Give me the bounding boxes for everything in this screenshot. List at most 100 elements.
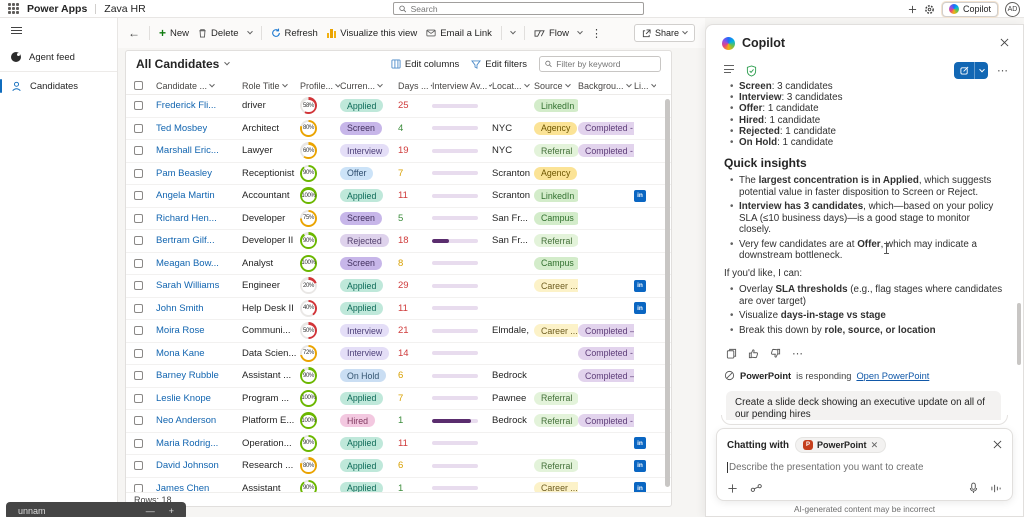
global-search-input[interactable] (410, 3, 638, 14)
voice-mode-icon[interactable] (990, 483, 1002, 494)
table-row[interactable]: Barney Rubble Assistant ... 90% On Hold … (126, 365, 671, 388)
table-row[interactable]: Ted Mosbey Architect 80% Screen 4 NYC Ag… (126, 118, 671, 140)
row-checkbox[interactable] (134, 258, 143, 268)
row-checkbox[interactable] (134, 191, 143, 201)
microphone-icon[interactable] (969, 482, 978, 494)
candidate-name-link[interactable]: Marshall Eric... (156, 145, 219, 157)
row-checkbox[interactable] (134, 146, 143, 156)
candidate-name-link[interactable]: James Chen (156, 482, 210, 492)
column-header[interactable]: Curren... (340, 81, 398, 91)
flow-button[interactable]: Flow (534, 28, 569, 39)
zoom-in-icon[interactable]: + (168, 506, 174, 516)
table-row[interactable]: Mona Kane Data Scien... 72% Interview 14… (126, 343, 671, 365)
email-link-button[interactable]: Email a Link (426, 28, 492, 39)
column-header[interactable]: Role Title (242, 81, 300, 91)
add-icon[interactable] (908, 5, 917, 14)
hamburger-menu-icon[interactable] (11, 27, 22, 34)
column-header[interactable]: Days ... (398, 81, 432, 91)
row-checkbox[interactable] (134, 281, 143, 291)
row-checkbox[interactable] (134, 483, 143, 492)
row-checkbox[interactable] (134, 326, 143, 336)
delete-dropdown-chevron[interactable] (246, 28, 253, 35)
column-header[interactable]: Backgrou... (578, 81, 634, 91)
candidate-name-link[interactable]: David Johnson (156, 460, 219, 472)
candidate-name-link[interactable]: Maria Rodrig... (156, 437, 219, 449)
shield-check-icon[interactable] (746, 64, 757, 77)
linkedin-icon[interactable]: in (634, 459, 646, 472)
column-header[interactable]: Profile... (300, 81, 340, 91)
row-checkbox[interactable] (134, 213, 143, 223)
chat-input[interactable] (729, 462, 1002, 473)
row-checkbox[interactable] (134, 236, 143, 246)
row-checkbox[interactable] (134, 371, 143, 381)
open-powerpoint-link[interactable]: Open PowerPoint (856, 370, 930, 381)
global-search-box[interactable] (393, 2, 644, 15)
table-row[interactable]: John Smith Help Desk II 40% Applied 11 i… (126, 298, 671, 320)
keyword-filter-box[interactable] (539, 56, 661, 72)
candidate-name-link[interactable]: Mona Kane (156, 347, 205, 359)
thumbs-up-icon[interactable] (748, 348, 759, 359)
column-header[interactable]: Interview Av... (432, 81, 492, 91)
table-row[interactable]: Meagan Bow... Analyst 100% Screen 8 Camp… (126, 253, 671, 275)
column-header[interactable]: Candidate ... (156, 81, 242, 91)
table-scrollbar[interactable] (665, 97, 670, 489)
flow-dropdown-chevron[interactable] (577, 28, 583, 35)
attach-plus-icon[interactable] (727, 483, 738, 494)
table-row[interactable]: Richard Hen... Developer 75% Screen 5 Sa… (126, 208, 671, 230)
candidate-name-link[interactable]: Ted Mosbey (156, 122, 208, 134)
prompts-icon[interactable] (750, 483, 763, 493)
table-row[interactable]: Maria Rodrig... Operation... 90% Applied… (126, 433, 671, 455)
row-checkbox[interactable] (134, 393, 143, 403)
candidate-name-link[interactable]: Richard Hen... (156, 212, 217, 224)
column-header[interactable]: Li... (634, 81, 656, 91)
chat-close-icon[interactable] (993, 436, 1002, 454)
email-dropdown-chevron[interactable] (510, 28, 516, 35)
new-chat-split-button[interactable] (954, 62, 988, 79)
row-checkbox[interactable] (134, 123, 143, 133)
delete-button[interactable]: Delete (198, 28, 239, 39)
candidate-name-link[interactable]: Barney Rubble (156, 370, 219, 382)
candidate-name-link[interactable]: Neo Anderson (156, 415, 217, 427)
copilot-scrollbar[interactable] (1017, 303, 1021, 365)
table-row[interactable]: David Johnson Research ... 80% Applied 6… (126, 455, 671, 478)
column-header[interactable]: Source (534, 81, 578, 91)
view-selector[interactable]: All Candidates (136, 57, 231, 71)
share-button[interactable]: Share (633, 24, 695, 42)
chat-history-icon[interactable] (724, 65, 734, 76)
linkedin-icon[interactable]: in (634, 279, 646, 292)
more-feedback-icon[interactable]: ⋯ (792, 348, 804, 361)
table-row[interactable]: Sarah Williams Engineer 20% Applied 29 C… (126, 275, 671, 298)
back-button[interactable]: ← (128, 26, 140, 40)
zoom-out-icon[interactable]: — (145, 506, 155, 516)
select-all-checkbox[interactable] (134, 81, 143, 90)
chip-close-icon[interactable]: ✕ (870, 439, 879, 450)
refresh-button[interactable]: Refresh (271, 28, 318, 39)
avatar[interactable]: AD (1005, 1, 1020, 17)
row-checkbox[interactable] (134, 101, 143, 111)
candidate-name-link[interactable]: Bertram Gilf... (156, 235, 215, 247)
candidate-name-link[interactable]: Pam Beasley (156, 167, 212, 179)
more-commands-button[interactable]: ⋮ (591, 27, 602, 40)
copilot-button[interactable]: Copilot (941, 1, 998, 17)
keyword-filter-input[interactable] (556, 59, 655, 69)
candidate-name-link[interactable]: Sarah Williams (156, 280, 220, 292)
table-row[interactable]: James Chen Assistant 90% Applied 1 Caree… (126, 478, 671, 492)
table-row[interactable]: Marshall Eric... Lawyer 60% Interview 19… (126, 140, 671, 163)
table-row[interactable]: Frederick Fli... driver 58% Applied 25 L… (126, 95, 671, 118)
candidate-name-link[interactable]: Moira Rose (156, 325, 205, 337)
visualize-view-button[interactable]: Visualize this view (326, 28, 417, 39)
copy-icon[interactable] (726, 348, 737, 359)
gear-icon[interactable] (924, 4, 935, 15)
table-row[interactable]: Angela Martin Accountant 100% Applied 11… (126, 185, 671, 208)
table-row[interactable]: Bertram Gilf... Developer II 90% Rejecte… (126, 230, 671, 253)
table-row[interactable]: Leslie Knope Program ... 100% Applied 7 … (126, 388, 671, 410)
row-checkbox[interactable] (134, 461, 143, 471)
app-name[interactable]: Zava HR (104, 2, 146, 15)
table-row[interactable]: Moira Rose Communi... 50% Interview 21 E… (126, 320, 671, 343)
app-launcher-icon[interactable] (8, 3, 19, 14)
candidate-name-link[interactable]: Leslie Knope (156, 392, 211, 404)
edit-filters-button[interactable]: Edit filters (471, 59, 527, 70)
table-row[interactable]: Pam Beasley Receptionist 90% Offer 7 Scr… (126, 163, 671, 185)
linkedin-icon[interactable]: in (634, 302, 646, 315)
sidebar-item-candidates[interactable]: Candidates (0, 75, 117, 97)
